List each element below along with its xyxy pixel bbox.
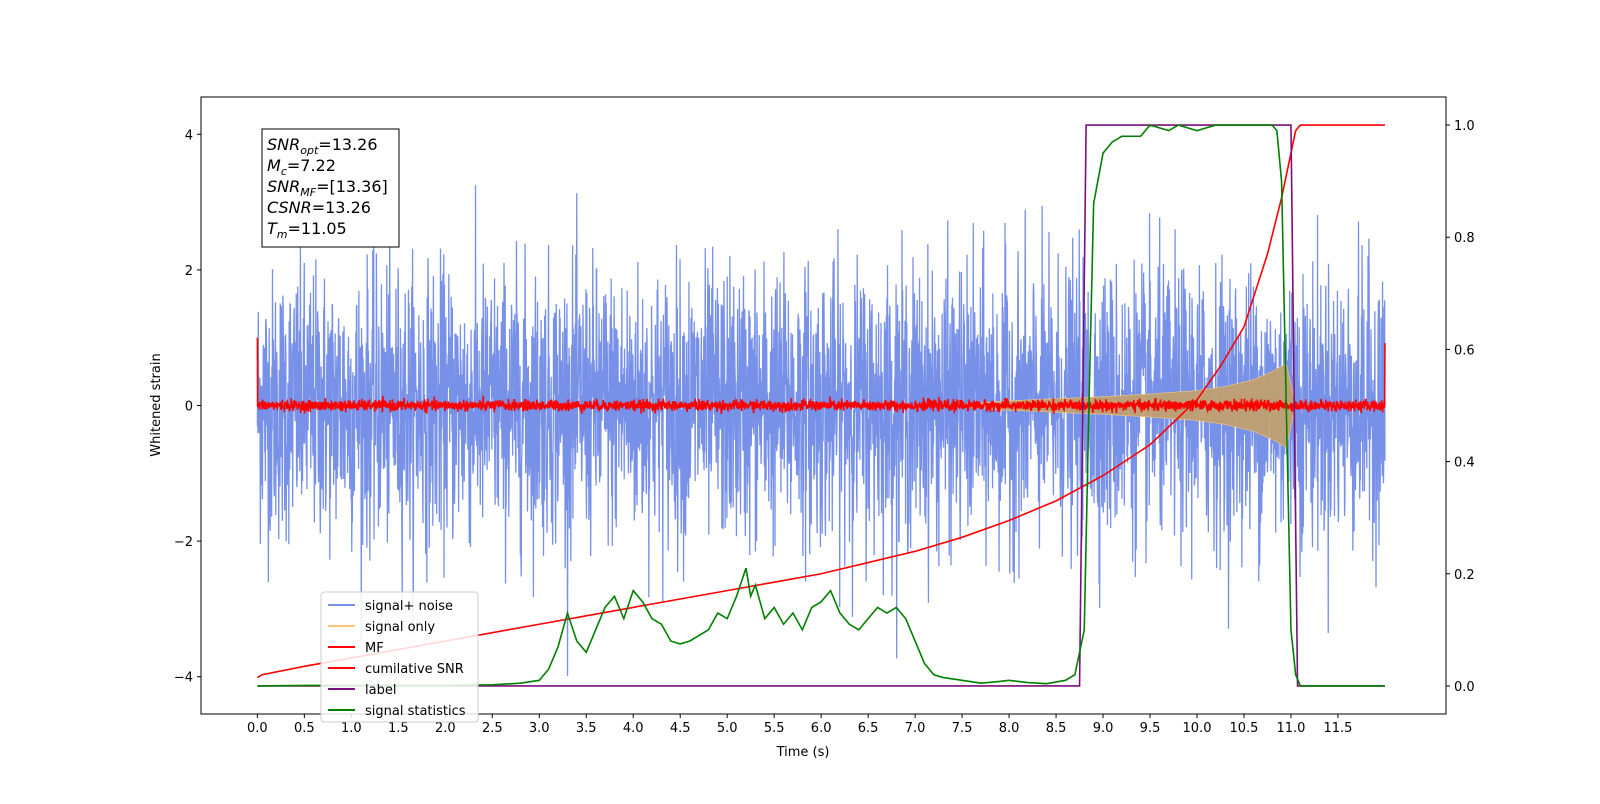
x-tick-label: 7.0 <box>905 721 926 736</box>
y2-tick-label: 0.8 <box>1454 231 1475 246</box>
plot-layer <box>256 124 1386 687</box>
y2-tick-label: 1.0 <box>1454 119 1475 134</box>
y-tick-label: −2 <box>174 535 193 550</box>
legend: signal+ noise signal only MF cumilative SNR… <box>320 591 479 723</box>
x-tick-label: 8.0 <box>999 721 1020 736</box>
x-tick-label: 1.5 <box>388 721 409 736</box>
legend-entry: signal+ noise <box>365 599 453 614</box>
x-tick-label: 11.0 <box>1276 721 1305 736</box>
x-tick-label: 10.0 <box>1183 721 1212 736</box>
legend-entry: cumilative SNR <box>365 662 464 677</box>
y-tick-label: −4 <box>174 671 193 686</box>
axes-layer: 0.0 0.5 1.0 1.5 2.0 2.5 3.0 3.5 4.0 4.5 5.0 5.5 6.0 6… <box>174 96 1475 736</box>
x-tick-label: 0.0 <box>247 721 268 736</box>
x-tick-label: 3.5 <box>576 721 597 736</box>
legend-entry: signal only <box>365 620 435 635</box>
x-tick-label: 6.5 <box>858 721 879 736</box>
legend-entry: MF <box>365 641 384 656</box>
y-axis-label: Whitened strain <box>149 353 164 456</box>
x-tick-label: 4.5 <box>670 721 691 736</box>
legend-frame <box>320 591 479 723</box>
series-signal-statistics <box>257 124 1385 687</box>
x-tick-label: 5.5 <box>764 721 785 736</box>
y2-tick-label: 0.6 <box>1454 343 1475 358</box>
x-tick-label: 5.0 <box>717 721 738 736</box>
x-tick-label: 11.5 <box>1323 721 1352 736</box>
annotation-line: SNRMF=[13.36] <box>267 177 388 199</box>
x-tick-label: 9.5 <box>1140 721 1161 736</box>
x-tick-label: 2.5 <box>482 721 503 736</box>
x-tick-label: 10.5 <box>1230 721 1259 736</box>
x-axis-label: Time (s) <box>776 745 830 760</box>
annotation-line: Tm=11.05 <box>267 219 347 241</box>
y2-tick-label: 0.2 <box>1454 568 1475 583</box>
annotation-line: SNRopt=13.26 <box>267 135 378 157</box>
plot-area <box>256 124 1386 687</box>
x-tick-label: 1.0 <box>341 721 362 736</box>
x-tick-label: 6.0 <box>811 721 832 736</box>
annotation-line: Mc=7.22 <box>267 156 336 178</box>
legend-entry: label <box>365 683 396 698</box>
x-tick-label: 8.5 <box>1046 721 1067 736</box>
y-tick-label: 2 <box>185 264 193 279</box>
x-tick-label: 7.5 <box>952 721 973 736</box>
annotation-box: SNRopt=13.26Mc=7.22SNRMF=[13.36]CSNR=13.… <box>261 128 400 248</box>
y2-tick-label: 0.4 <box>1454 456 1475 471</box>
annotation-line: CSNR=13.26 <box>267 198 371 217</box>
y-tick-label: 4 <box>185 128 193 143</box>
x-tick-label: 3.0 <box>529 721 550 736</box>
annotation-frame <box>261 128 400 248</box>
x-tick-label: 9.0 <box>1093 721 1114 736</box>
series-mf <box>256 337 1386 415</box>
y-tick-label: 0 <box>185 400 193 415</box>
x-tick-label: 2.0 <box>435 721 456 736</box>
legend-entry: signal statistics <box>365 704 466 719</box>
y2-tick-label: 0.0 <box>1454 680 1475 695</box>
x-tick-label: 0.5 <box>294 721 315 736</box>
x-tick-label: 4.0 <box>623 721 644 736</box>
